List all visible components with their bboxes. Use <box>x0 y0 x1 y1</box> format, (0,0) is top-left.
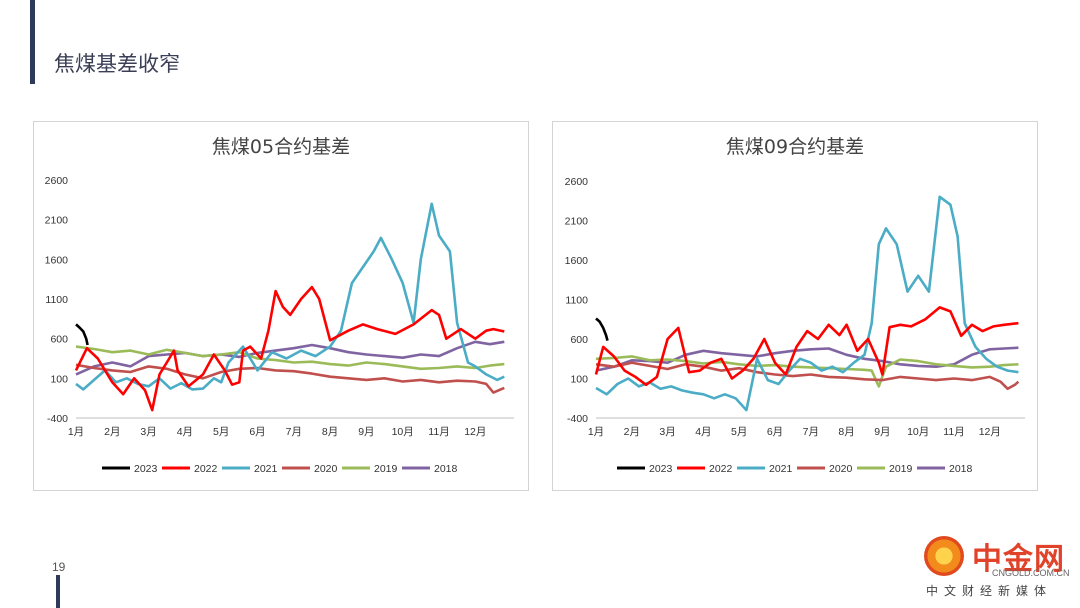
x-tick-label: 6月 <box>249 426 265 438</box>
y-tick-label: 2600 <box>565 176 589 188</box>
x-tick-label: 8月 <box>322 426 338 438</box>
x-tick-label: 2月 <box>104 426 120 438</box>
x-tick-label: 6月 <box>767 426 783 438</box>
y-tick-label: 100 <box>570 374 588 386</box>
x-tick-label: 7月 <box>286 426 302 438</box>
x-tick-label: 5月 <box>213 426 229 438</box>
x-tick-label: 4月 <box>177 426 193 438</box>
y-tick-label: 2600 <box>45 175 69 187</box>
x-tick-label: 12月 <box>979 426 1001 438</box>
legend-label-2018: 2018 <box>949 463 973 475</box>
x-tick-label: 2月 <box>624 426 640 438</box>
series-line-2022 <box>74 285 505 412</box>
brand-logo-icon <box>924 536 964 576</box>
x-tick-label: 12月 <box>464 426 486 438</box>
legend-label-2018: 2018 <box>434 463 458 475</box>
y-tick-label: 1100 <box>565 295 588 307</box>
legend-label-2022: 2022 <box>194 463 218 475</box>
legend-label-2021: 2021 <box>254 463 278 475</box>
y-tick-label: 100 <box>50 373 68 385</box>
legend-label-2019: 2019 <box>889 463 913 475</box>
x-tick-label: 11月 <box>943 426 964 438</box>
series-line-2018 <box>595 346 1019 372</box>
page-number: 19 <box>52 560 66 574</box>
series-line-2018 <box>75 340 505 376</box>
watermark: 中金网 CNGOLD.COM.CN 中文财经新媒体 <box>918 536 1080 606</box>
watermark-domain: CNGOLD.COM.CN <box>992 568 1070 578</box>
x-tick-label: 8月 <box>838 426 854 438</box>
chart-panel-09: 焦煤09合约基差 2600 2100 1600 1100 600 100 -400 1月 2月 3… <box>552 121 1038 491</box>
legend-label-2020: 2020 <box>829 463 853 475</box>
y-tick-label: -400 <box>47 413 68 425</box>
legend-label-2019: 2019 <box>374 463 398 475</box>
y-tick-label: 1600 <box>45 254 69 266</box>
legend-label-2020: 2020 <box>314 463 338 475</box>
x-tick-label: 9月 <box>358 426 374 438</box>
series-line-2023 <box>595 317 609 341</box>
legend-label-2023: 2023 <box>134 463 158 475</box>
y-tick-label: 2100 <box>565 216 589 228</box>
chart-title: 焦煤09合约基差 <box>725 136 865 158</box>
series-line-2022 <box>594 306 1019 387</box>
footer-accent-bar <box>56 575 60 608</box>
x-tick-label: 1月 <box>588 426 604 438</box>
x-tick-label: 10月 <box>907 426 929 438</box>
x-tick-label: 5月 <box>731 426 747 438</box>
y-tick-label: 600 <box>570 334 588 346</box>
series-line-2023 <box>75 323 89 346</box>
title-accent-bar <box>30 0 35 84</box>
chart-panel-05: 焦煤05合约基差 2600 2100 1600 1100 600 100 -400 1月 2月 3… <box>33 121 529 491</box>
y-tick-label: 1600 <box>565 255 589 267</box>
series-line-2021 <box>75 202 505 391</box>
watermark-name: 中金网 <box>972 542 1065 577</box>
y-tick-label: 1100 <box>45 294 68 306</box>
x-tick-label: 3月 <box>140 426 156 438</box>
slide-title: 焦煤基差收窄 <box>54 52 180 76</box>
x-tick-label: 10月 <box>392 426 414 438</box>
x-tick-label: 1月 <box>68 426 84 438</box>
y-tick-label: 600 <box>50 334 68 346</box>
y-tick-label: -400 <box>567 413 588 425</box>
series-line-2020 <box>75 363 505 394</box>
x-tick-label: 11月 <box>428 426 449 438</box>
x-tick-label: 3月 <box>659 426 675 438</box>
x-tick-label: 7月 <box>803 426 819 438</box>
series-line-2019 <box>75 345 505 371</box>
y-tick-label: 2100 <box>45 215 69 227</box>
x-tick-label: 4月 <box>695 426 711 438</box>
chart-title: 焦煤05合约基差 <box>211 136 351 158</box>
legend-label-2021: 2021 <box>769 463 793 475</box>
series-line-2021 <box>595 195 1019 412</box>
x-tick-label: 9月 <box>874 426 890 438</box>
legend-label-2022: 2022 <box>709 463 733 475</box>
watermark-tagline: 中文财经新媒体 <box>926 584 1053 598</box>
series-line-2020 <box>595 361 1020 391</box>
legend-label-2023: 2023 <box>649 463 673 475</box>
